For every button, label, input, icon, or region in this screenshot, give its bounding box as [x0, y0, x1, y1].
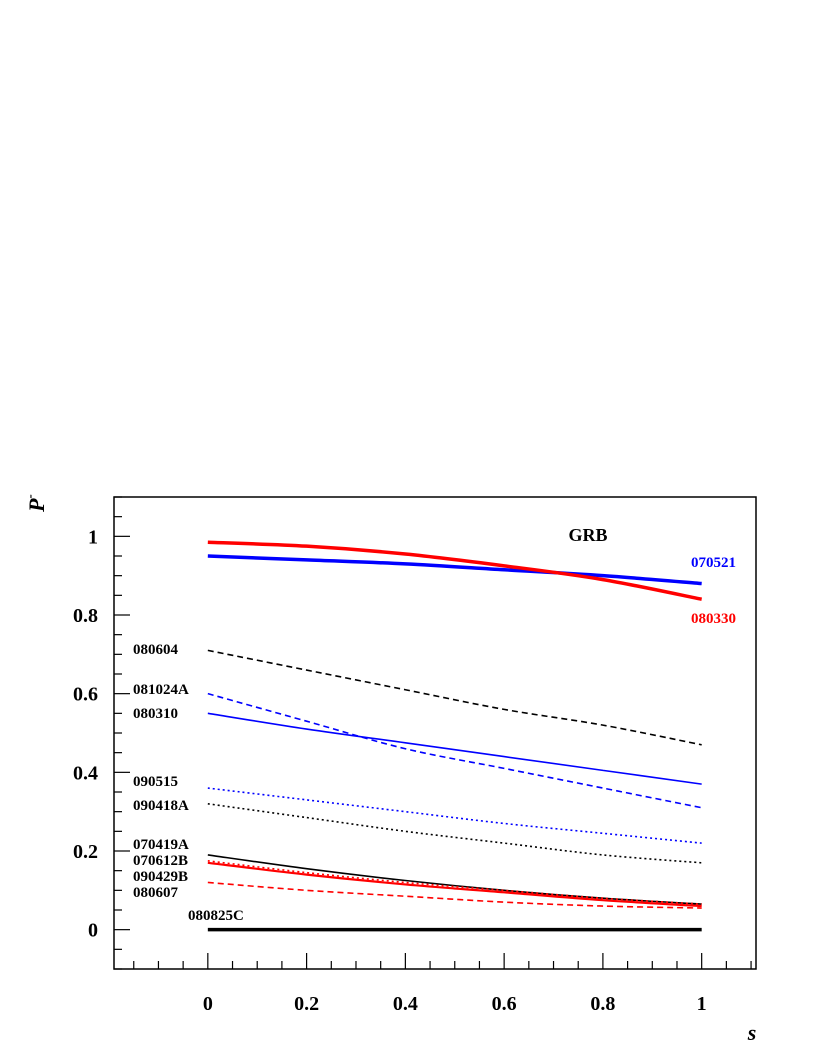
series-line-070521: [207, 554, 702, 586]
series-line-080310: [207, 712, 702, 785]
x-tick-label: 0.8: [590, 993, 615, 1015]
series-line-090515: [207, 787, 702, 844]
series-label-070419A: 070419A: [133, 837, 189, 853]
series-label-080330: 080330: [691, 611, 736, 627]
series-line-070612B: [207, 860, 702, 905]
series-line-080604: [207, 649, 702, 746]
y-tick-label: 0.8: [73, 605, 98, 627]
series-label-070612B: 070612B: [133, 853, 188, 869]
y-tick-label: 0: [88, 920, 98, 942]
series-label-080607: 080607: [133, 885, 179, 901]
y-axis-label-superscript: -: [22, 494, 37, 498]
series-label-080310: 080310: [133, 706, 178, 722]
x-tick-label: 0: [203, 993, 213, 1015]
y-tick-label: 0.2: [73, 841, 98, 863]
y-axis-label-main: P: [24, 498, 49, 513]
y-tick-label: 0.6: [73, 684, 98, 706]
series-label-080825C: 080825C: [188, 908, 244, 924]
series-label-090418A: 090418A: [133, 798, 189, 814]
label-layer: 070521 080330 080604 081024A 080310 090515 090…: [133, 555, 736, 924]
x-tick-label: 1: [697, 993, 707, 1015]
series-line-080330: [207, 540, 703, 601]
grb-annotation: GRB: [568, 525, 607, 545]
x-tick-label: 0.6: [492, 993, 517, 1015]
series-line-090429B: [207, 861, 702, 908]
series-line-090418A: [207, 803, 702, 864]
y-tick-label: 0.4: [73, 762, 98, 784]
x-axis-label: s: [747, 1020, 757, 1045]
plot-frame: [113, 496, 757, 970]
y-tick-label: 1: [88, 526, 98, 548]
series-label-081024A: 081024A: [133, 682, 189, 698]
series-layer: [207, 540, 703, 932]
x-tick-label: 0.2: [294, 993, 319, 1015]
series-label-090515: 090515: [133, 774, 178, 790]
series-line-070419A: [207, 854, 702, 905]
y-axis-label: P-: [22, 494, 49, 513]
series-label-080604: 080604: [133, 642, 179, 658]
series-line-081024A: [207, 692, 702, 809]
series-label-070521: 070521: [691, 555, 736, 571]
series-label-090429B: 090429B: [133, 869, 188, 885]
axis-ticks: 0 0.2 0.4 0.6 0.8 1 0 0.2 0.4 0.6 0.8 1: [73, 496, 752, 1015]
x-tick-label: 0.4: [393, 993, 418, 1015]
